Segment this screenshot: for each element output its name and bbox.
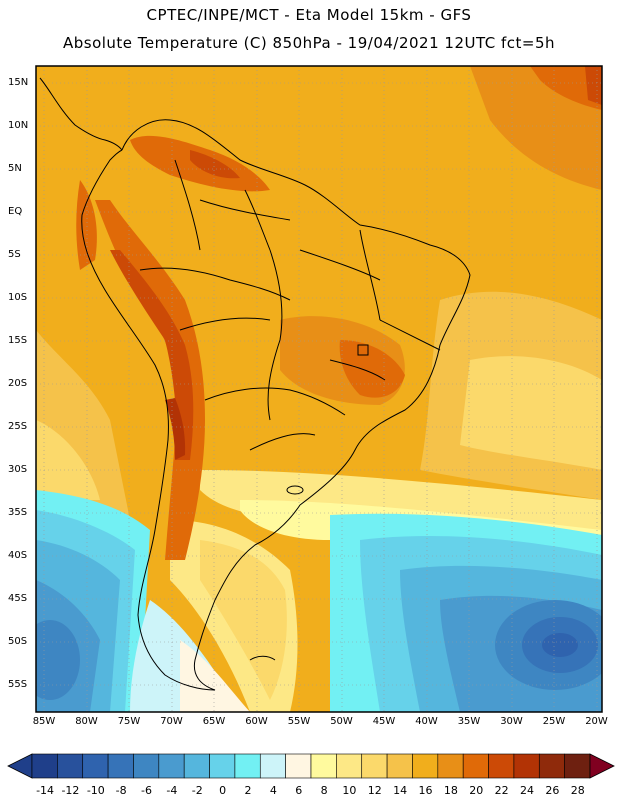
colorbar-arrow-high xyxy=(589,753,615,779)
colorbar-swatch xyxy=(107,753,134,779)
colorbar-swatch xyxy=(462,753,489,779)
colorbar-label: -4 xyxy=(166,784,178,797)
colorbar-swatch xyxy=(259,753,286,779)
colorbar-label: -6 xyxy=(141,784,152,797)
longitude-label: 65W xyxy=(202,716,226,727)
colorbar-swatch xyxy=(386,753,413,779)
map-frame xyxy=(35,65,603,713)
colorbar-label: 6 xyxy=(295,784,303,797)
temperature-field xyxy=(36,66,602,712)
colorbar-label: -12 xyxy=(61,784,80,797)
colorbar-label: -10 xyxy=(86,784,105,797)
longitude-label: 70W xyxy=(160,716,183,727)
longitude-label: 55W xyxy=(287,716,311,727)
longitude-label: 20W xyxy=(585,716,608,727)
colorbar-label: -14 xyxy=(36,784,55,797)
colorbar-swatch xyxy=(285,753,312,779)
colorbar-swatch xyxy=(234,753,261,779)
latitude-label: 55S xyxy=(8,679,28,690)
longitude-label: 45W xyxy=(372,716,396,727)
colorbar-swatch xyxy=(82,753,109,779)
longitude-label: 30W xyxy=(500,716,523,727)
colorbar-arrow-low xyxy=(7,753,33,779)
colorbar-swatch xyxy=(437,753,464,779)
latitude-label: 5N xyxy=(8,163,22,174)
colorbar-swatch xyxy=(183,753,210,779)
colorbar-swatch xyxy=(361,753,388,779)
colorbar-label: 16 xyxy=(418,784,433,797)
colorbar-swatch xyxy=(513,753,540,779)
longitude-label: 25W xyxy=(542,716,566,727)
colorbar-swatch xyxy=(538,753,565,779)
colorbar-swatch xyxy=(336,753,363,779)
latitude-label: 10S xyxy=(8,292,28,303)
latitude-label: 25S xyxy=(8,421,28,432)
colorbar-label: 20 xyxy=(469,784,484,797)
colorbar-label: -8 xyxy=(115,784,127,797)
chart-title-line2: Absolute Temperature (C) 850hPa - 19/04/… xyxy=(62,34,556,52)
colorbar-label: 26 xyxy=(545,784,560,797)
colorbar-label: 22 xyxy=(494,784,509,797)
longitude-label: 80W xyxy=(75,716,98,727)
latitude-label: 40S xyxy=(8,550,28,561)
colorbar xyxy=(7,753,615,779)
colorbar-label: 28 xyxy=(570,784,585,797)
latitude-label: 50S xyxy=(8,636,28,647)
colorbar-swatch xyxy=(31,753,58,779)
longitude-label: 50W xyxy=(330,716,353,727)
colorbar-swatch xyxy=(209,753,236,779)
colorbar-swatch xyxy=(564,753,591,779)
colorbar-swatch xyxy=(310,753,337,779)
longitude-label: 60W xyxy=(245,716,268,727)
colorbar-label: 12 xyxy=(367,784,382,797)
latitude-label: 45S xyxy=(8,593,28,604)
longitude-label: 35W xyxy=(457,716,481,727)
latitude-label: 5S xyxy=(8,249,21,260)
colorbar-swatch xyxy=(158,753,185,779)
coastlines-borders xyxy=(39,77,471,691)
colorbar-label: 24 xyxy=(519,784,534,797)
colorbar-label: 18 xyxy=(443,784,458,797)
colorbar-swatch xyxy=(412,753,439,779)
colorbar-label: 2 xyxy=(244,784,252,797)
longitude-label: 75W xyxy=(117,716,141,727)
colorbar-label: 8 xyxy=(320,784,328,797)
latitude-label: 10N xyxy=(8,120,29,131)
latitude-label: 20S xyxy=(8,378,28,389)
colorbar-label: 10 xyxy=(342,784,357,797)
colorbar-label: -2 xyxy=(191,784,203,797)
colorbar-swatch xyxy=(57,753,84,779)
colorbar-label: 14 xyxy=(393,784,408,797)
longitude-label: 40W xyxy=(415,716,438,727)
colorbar-swatch xyxy=(488,753,515,779)
latitude-label: 15S xyxy=(8,335,28,346)
colorbar-label: 4 xyxy=(269,784,277,797)
latitude-label: 35S xyxy=(8,507,28,518)
latitude-label: 15N xyxy=(8,77,29,88)
latitude-label: EQ xyxy=(8,206,23,217)
longitude-label: 85W xyxy=(32,716,56,727)
chart-title-line1: CPTEC/INPE/MCT - Eta Model 15km - GFS xyxy=(146,6,472,24)
colorbar-swatch xyxy=(133,753,160,779)
latitude-label: 30S xyxy=(8,464,28,475)
colorbar-label: 0 xyxy=(219,784,227,797)
